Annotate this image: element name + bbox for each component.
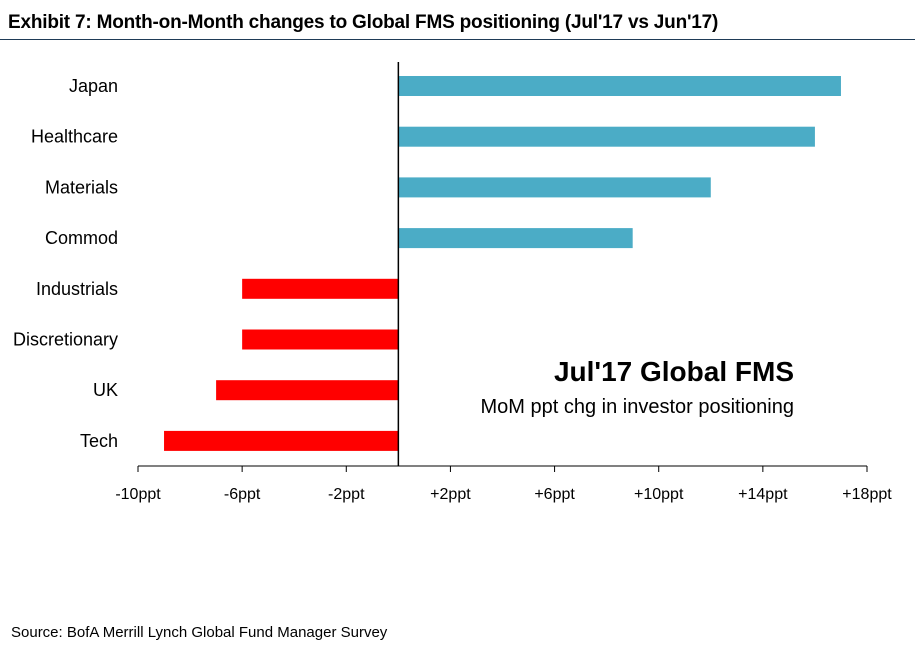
category-label-discretionary: Discretionary xyxy=(13,330,118,350)
bar-industrials xyxy=(242,278,399,299)
category-label-japan: Japan xyxy=(69,76,118,96)
chart-title: Exhibit 7: Month-on-Month changes to Glo… xyxy=(8,12,719,33)
x-tick-label: -6ppt xyxy=(224,486,261,503)
bar-discretionary xyxy=(242,329,399,350)
x-tick-label: +18ppt xyxy=(842,486,892,503)
bar-materials xyxy=(398,177,711,198)
x-axis-ticks: -10ppt -6ppt -2ppt +2ppt +6ppt +10ppt +14ppt +1… xyxy=(115,466,892,503)
bar-tech xyxy=(164,430,399,451)
x-tick-label: +10ppt xyxy=(634,486,684,503)
category-label-commod: Commod xyxy=(45,228,118,248)
bar-series xyxy=(164,76,841,451)
bar-commod xyxy=(398,228,633,249)
category-label-materials: Materials xyxy=(45,177,118,197)
source-note: Source: BofA Merrill Lynch Global Fund M… xyxy=(11,624,388,641)
x-tick-label: +14ppt xyxy=(738,486,788,503)
annotation-title: Jul'17 Global FMS xyxy=(554,356,794,387)
x-tick-label: +2ppt xyxy=(430,486,471,503)
category-label-industrials: Industrials xyxy=(36,279,118,299)
bar-japan xyxy=(398,76,841,96)
x-tick-label: -10ppt xyxy=(115,486,161,503)
category-label-uk: UK xyxy=(93,380,118,400)
annotation-subtitle: MoM ppt chg in investor positioning xyxy=(481,396,795,418)
bar-healthcare xyxy=(398,126,815,147)
title-divider xyxy=(0,39,915,40)
x-tick-label: +6ppt xyxy=(534,486,575,503)
category-labels: Japan Healthcare Materials Commod Industrial… xyxy=(13,76,118,451)
bar-uk xyxy=(216,380,399,401)
x-tick-label: -2ppt xyxy=(328,486,365,503)
category-label-healthcare: Healthcare xyxy=(31,127,118,147)
category-label-tech: Tech xyxy=(80,431,118,451)
